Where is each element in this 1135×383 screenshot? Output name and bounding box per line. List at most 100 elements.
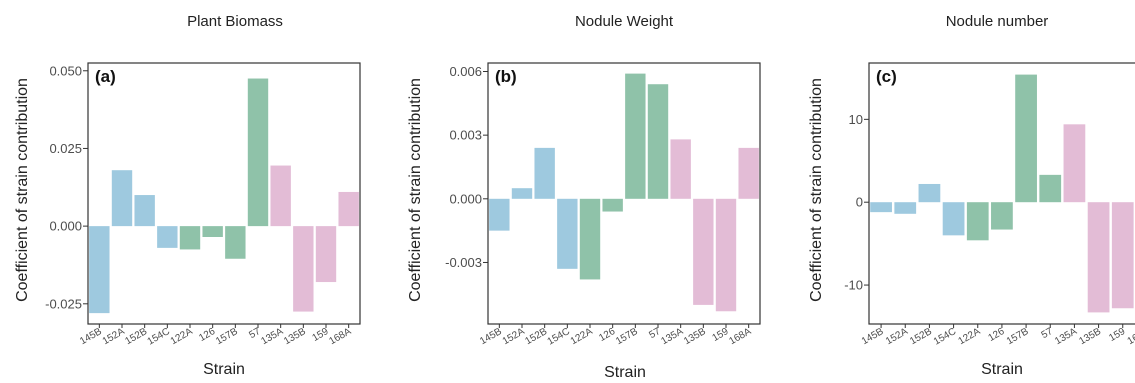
panel-a-bar-157B: [225, 226, 246, 259]
panel-c-ytick-label: 0: [856, 195, 863, 210]
panel-b-bar-126: [602, 198, 623, 212]
panel-c-bar-154C: [942, 202, 965, 236]
panel-a-bar-122A: [179, 226, 201, 250]
panel-c-y-axis: -10 0 10: [844, 112, 869, 293]
panel-c-frame: [868, 62, 1135, 325]
panel-b-ytick-label: 0.006: [449, 64, 482, 79]
panel-b-xtick-label: 145B: [478, 326, 504, 347]
panel-a-bar-135B: [293, 226, 314, 312]
panel-a-xtick-label: 126: [197, 326, 217, 344]
panel-b-bar-159: [715, 198, 737, 312]
panel-b-xtick-label: 159: [711, 326, 731, 344]
panel-c-bar-135B: [1087, 202, 1110, 313]
panel-a-bars: [89, 78, 359, 314]
panel-b-frame: [487, 62, 761, 325]
panel-c-title: Nodule number: [946, 13, 1049, 30]
panel-a-bar-145B: [89, 226, 110, 314]
panel-a-frame: [87, 62, 361, 325]
panel-a-xtick-label: 152A: [101, 326, 127, 347]
panel-b-xtick-label: 168A: [727, 326, 753, 347]
panel-a-xtick-label: 57: [247, 326, 263, 341]
panel-b-bar-152B: [534, 147, 555, 199]
panel-c-xtick-label: 157B: [1005, 326, 1031, 347]
panel-b: Nodule Weight Coefficient of strain cont…: [407, 13, 761, 381]
panel-b-xtick-label: 57: [647, 326, 663, 341]
panel-a-ylabel: Coefficient of strain contribution: [14, 78, 31, 302]
panel-a-label: (a): [95, 67, 116, 86]
panel-c-xtick-label: 152A: [884, 326, 910, 347]
panel-b-y-axis: -0.003 0.000 0.003 0.006: [445, 64, 488, 270]
panel-b-title: Nodule Weight: [575, 13, 674, 30]
panel-b-xtick-label: 152A: [501, 326, 527, 347]
panel-a-ytick-label: 0.000: [49, 219, 82, 234]
panel-b-bar-135A: [670, 139, 691, 199]
panel-a-xtick-label: 168A: [327, 326, 353, 347]
panel-c-ytick-label: -10: [844, 278, 863, 293]
panel-a-xtick-label: 122A: [169, 326, 195, 347]
panel-a-xtick-label: 152B: [123, 326, 149, 347]
panel-b-bars: [489, 73, 759, 312]
panel-a-bar-135A: [270, 165, 291, 227]
panel-c-xtick-label: 126: [986, 326, 1006, 344]
panel-b-bar-122A: [579, 198, 601, 280]
panel-b-ylabel: Coefficient of strain contribution: [407, 78, 424, 302]
panel-c-xtick-label: 168A: [1126, 326, 1135, 347]
panel-c-xtick-label: 159: [1107, 326, 1127, 344]
panel-b-bar-157B: [625, 73, 646, 199]
panel-b-xtick-label: 135A: [659, 326, 685, 347]
panel-a-xtick-label: 159: [311, 326, 331, 344]
panel-b-xtick-label: 126: [597, 326, 617, 344]
panel-c-xtick-label: 135A: [1053, 326, 1079, 347]
panel-b-bar-135B: [693, 198, 714, 305]
panel-c-xtick-label: 122A: [957, 326, 983, 347]
panel-a: Plant Biomass Coefficient of strain cont…: [14, 13, 361, 378]
panel-c-xtick-label: 135B: [1077, 326, 1103, 347]
panel-b-bar-154C: [557, 198, 578, 269]
panel-b-bar-145B: [489, 198, 510, 231]
panel-c-bar-135A: [1063, 124, 1086, 203]
panel-b-xlabel: Strain: [604, 364, 646, 381]
panel-a-xtick-label: 157B: [214, 326, 240, 347]
panel-b-xtick-label: 154C: [546, 326, 572, 347]
panel-c-xtick-label: 154C: [932, 326, 958, 347]
panel-a-xlabel: Strain: [203, 361, 245, 378]
panel-b-xtick-label: 157B: [614, 326, 640, 347]
panel-a-bar-57: [247, 78, 269, 227]
panel-b-bar-152A: [511, 188, 533, 199]
panel-a-xtick-label: 145B: [78, 326, 104, 347]
panel-a-xtick-label: 135B: [282, 326, 308, 347]
panel-a-y-axis: -0.025 0.000 0.025 0.050: [45, 63, 88, 311]
panel-c-bar-157B: [1015, 74, 1037, 203]
panel-a-title: Plant Biomass: [187, 13, 283, 30]
panel-a-bar-126: [202, 226, 223, 237]
panel-b-bar-168A: [738, 147, 759, 199]
panel-b-ytick-label: 0.003: [449, 128, 482, 143]
panel-b-xtick-label: 122A: [569, 326, 595, 347]
panel-c-ylabel: Coefficient of strain contribution: [808, 78, 825, 302]
panel-a-ytick-label: 0.050: [49, 63, 82, 78]
panel-b-label: (b): [495, 67, 517, 86]
panel-c-bar-152A: [894, 202, 917, 214]
panel-c: Nodule number Coefficient of strain cont…: [808, 13, 1135, 378]
panel-c-xtick-label: 145B: [860, 326, 886, 347]
panel-c-bar-122A: [966, 202, 989, 241]
panel-a-bar-159: [315, 226, 337, 283]
panel-c-bar-57: [1039, 174, 1062, 203]
panel-a-xtick-label: 154C: [146, 326, 172, 347]
panel-b-xtick-label: 152B: [523, 326, 549, 347]
panel-b-xtick-label: 135B: [682, 326, 708, 347]
panel-a-ytick-label: -0.025: [45, 296, 82, 311]
panel-c-xtick-label: 152B: [908, 326, 934, 347]
panel-c-bar-152B: [918, 183, 941, 203]
panel-a-bar-152A: [111, 170, 133, 227]
panel-b-ytick-label: -0.003: [445, 255, 482, 270]
panel-a-bar-152B: [134, 195, 155, 227]
panel-c-label: (c): [876, 67, 897, 86]
panel-b-bar-57: [647, 84, 669, 199]
panel-c-xlabel: Strain: [981, 361, 1023, 378]
panel-c-bar-159: [1111, 202, 1134, 309]
